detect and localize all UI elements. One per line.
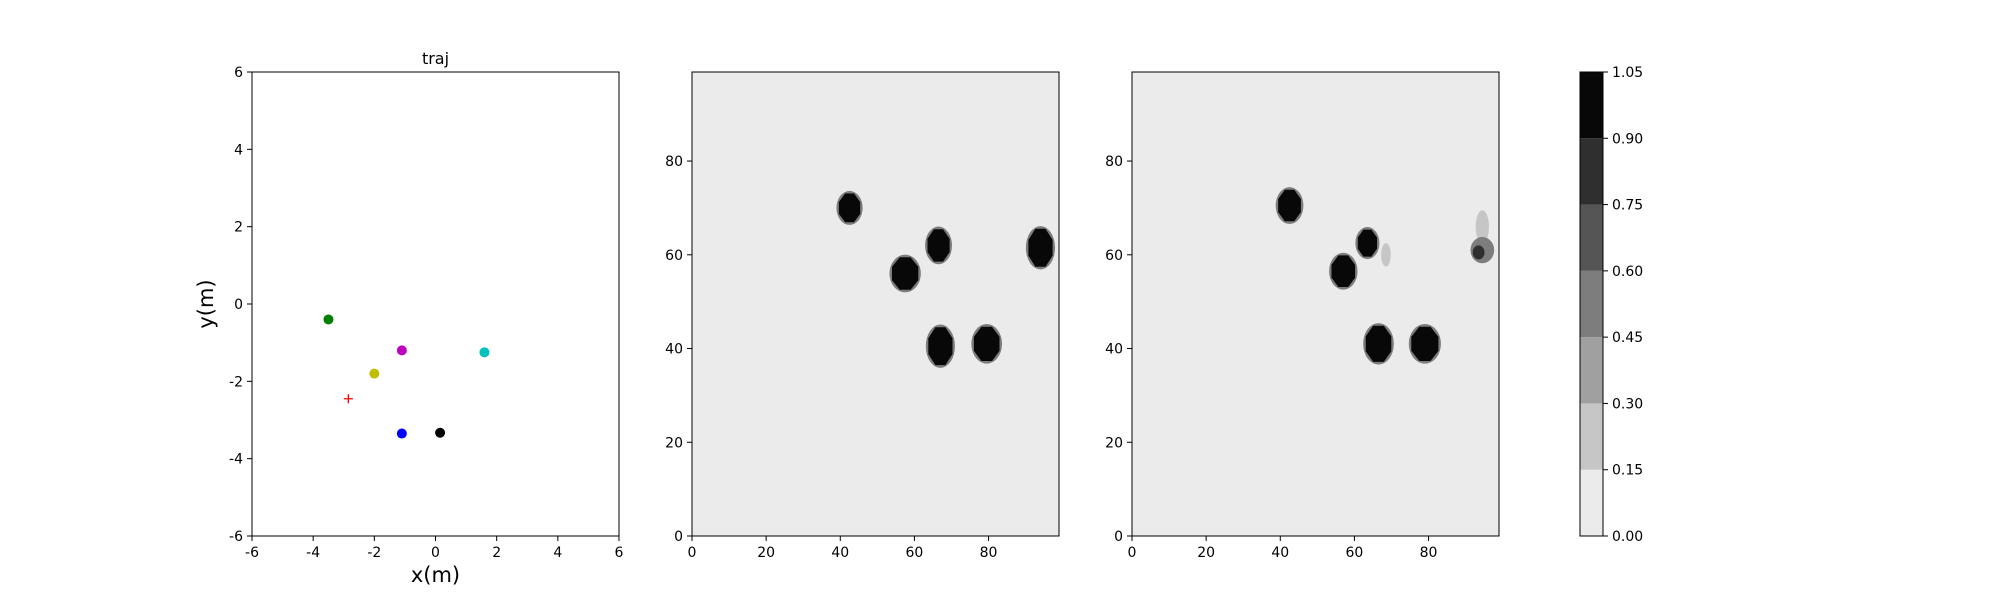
colorbar-tick-label: 0.75 <box>1612 198 1643 214</box>
colorbar-tick-label: 0.30 <box>1612 396 1643 412</box>
y-tick-label: 4 <box>234 142 243 158</box>
plot-title: traj <box>422 49 449 68</box>
colorbar-band <box>1580 270 1603 338</box>
x-tick-label: 2 <box>492 545 501 561</box>
occupancy-blob <box>1329 252 1358 290</box>
agent-point <box>435 427 446 438</box>
point-group <box>323 314 490 439</box>
x-tick-label: 60 <box>1346 545 1364 561</box>
occupancy-blob <box>925 324 955 368</box>
trajectory-plot: traj x(m) y(m) -6 -4 -2 0 2 4 6 -6 -4 -2 0 2 4 6 <box>194 49 624 587</box>
y-tick-label: -2 <box>229 374 243 390</box>
y-tick-label: 60 <box>1105 248 1123 264</box>
x-tick-label: 6 <box>615 545 624 561</box>
occupancy-blob <box>1472 245 1485 260</box>
y-tick-label: 80 <box>665 154 683 170</box>
y-tick-label: 40 <box>1105 342 1123 358</box>
x-tick-label: 80 <box>980 545 998 561</box>
occupancy-map-2: 0 20 40 60 80 0 20 40 60 80 <box>1105 71 1500 561</box>
occupancy-blob <box>1408 324 1441 364</box>
colorbar-bands <box>1580 72 1603 536</box>
x-tick-label: 20 <box>1197 545 1215 561</box>
y-tick-label: -4 <box>229 452 243 468</box>
tick-group: -6 -4 -2 0 2 4 6 -6 -4 -2 0 2 4 6 <box>229 65 624 561</box>
y-tick-label: 40 <box>665 342 683 358</box>
occupancy-blob <box>971 324 1003 364</box>
plot-frame <box>691 71 1060 537</box>
occupancy-blob <box>836 190 863 225</box>
occupancy-map-1: 0 20 40 60 80 0 20 40 60 80 <box>665 71 1060 561</box>
colorbar-band <box>1580 337 1603 404</box>
colorbar: 0.00 0.15 0.30 0.45 0.60 0.75 0.90 1.05 <box>1579 65 1643 545</box>
heatmap-image <box>1132 72 1499 536</box>
occupancy-blob <box>889 254 921 293</box>
y-tick-label: 60 <box>665 248 683 264</box>
plot-background <box>252 72 619 536</box>
x-tick-label: 80 <box>1420 545 1438 561</box>
colorbar-band <box>1580 469 1603 536</box>
agent-point <box>479 347 490 358</box>
y-tick-label: 2 <box>234 220 243 236</box>
y-axis-label: y(m) <box>194 279 218 328</box>
y-tick-label: 20 <box>1105 435 1123 451</box>
x-tick-label: 4 <box>553 545 562 561</box>
colorbar-tick-label: 0.45 <box>1612 330 1643 346</box>
colorbar-band <box>1580 138 1603 205</box>
y-tick-label: 6 <box>234 65 243 81</box>
colorbar-frame <box>1579 71 1604 537</box>
plot-frame <box>1131 71 1500 537</box>
heatmap-image <box>692 72 1059 536</box>
heatmap-background <box>1132 72 1499 536</box>
y-tick-label: 0 <box>1114 529 1123 545</box>
heatmap-background <box>692 72 1059 536</box>
occupancy-blob <box>1275 187 1304 224</box>
y-tick-label: -6 <box>229 529 243 545</box>
y-tick-label: 20 <box>665 435 683 451</box>
x-tick-label: 60 <box>906 545 924 561</box>
occupancy-blob <box>1475 210 1489 244</box>
colorbar-tick-label: 0.00 <box>1612 529 1643 545</box>
agent-point <box>396 345 407 356</box>
agent-point <box>323 314 334 325</box>
tick-group: 0 20 40 60 80 0 20 40 60 80 <box>665 154 997 561</box>
colorbar-tick-label: 0.60 <box>1612 264 1643 280</box>
x-tick-label: -6 <box>245 545 259 561</box>
agent-point <box>369 368 380 379</box>
occupancy-blob <box>1355 227 1380 260</box>
colorbar-band <box>1580 403 1603 470</box>
tick-group: 0 20 40 60 80 0 20 40 60 80 <box>1105 154 1437 561</box>
y-tick-label: 0 <box>234 297 243 313</box>
colorbar-ticks: 0.00 0.15 0.30 0.45 0.60 0.75 0.90 1.05 <box>1603 65 1643 545</box>
y-tick-label: 0 <box>674 529 683 545</box>
x-tick-label: -2 <box>367 545 381 561</box>
y-tick-label: 80 <box>1105 154 1123 170</box>
x-tick-label: -4 <box>306 545 320 561</box>
x-tick-label: 40 <box>1271 545 1289 561</box>
colorbar-tick-label: 0.90 <box>1612 131 1643 147</box>
colorbar-tick-label: 1.05 <box>1612 65 1643 81</box>
occupancy-blob <box>925 226 953 265</box>
plot-frame <box>251 71 620 537</box>
colorbar-band <box>1580 72 1603 139</box>
x-tick-label: 0 <box>688 545 697 561</box>
x-tick-label: 0 <box>431 545 440 561</box>
x-tick-label: 40 <box>831 545 849 561</box>
colorbar-tick-label: 0.15 <box>1612 463 1643 479</box>
agent-point <box>396 428 407 439</box>
occupancy-blob <box>1381 243 1391 267</box>
occupancy-blob <box>1363 323 1394 365</box>
x-axis-label: x(m) <box>411 563 460 587</box>
goal-marker <box>343 394 353 404</box>
colorbar-band <box>1580 204 1603 271</box>
x-tick-label: 20 <box>757 545 775 561</box>
occupancy-blob <box>1025 226 1056 270</box>
x-tick-label: 0 <box>1128 545 1137 561</box>
